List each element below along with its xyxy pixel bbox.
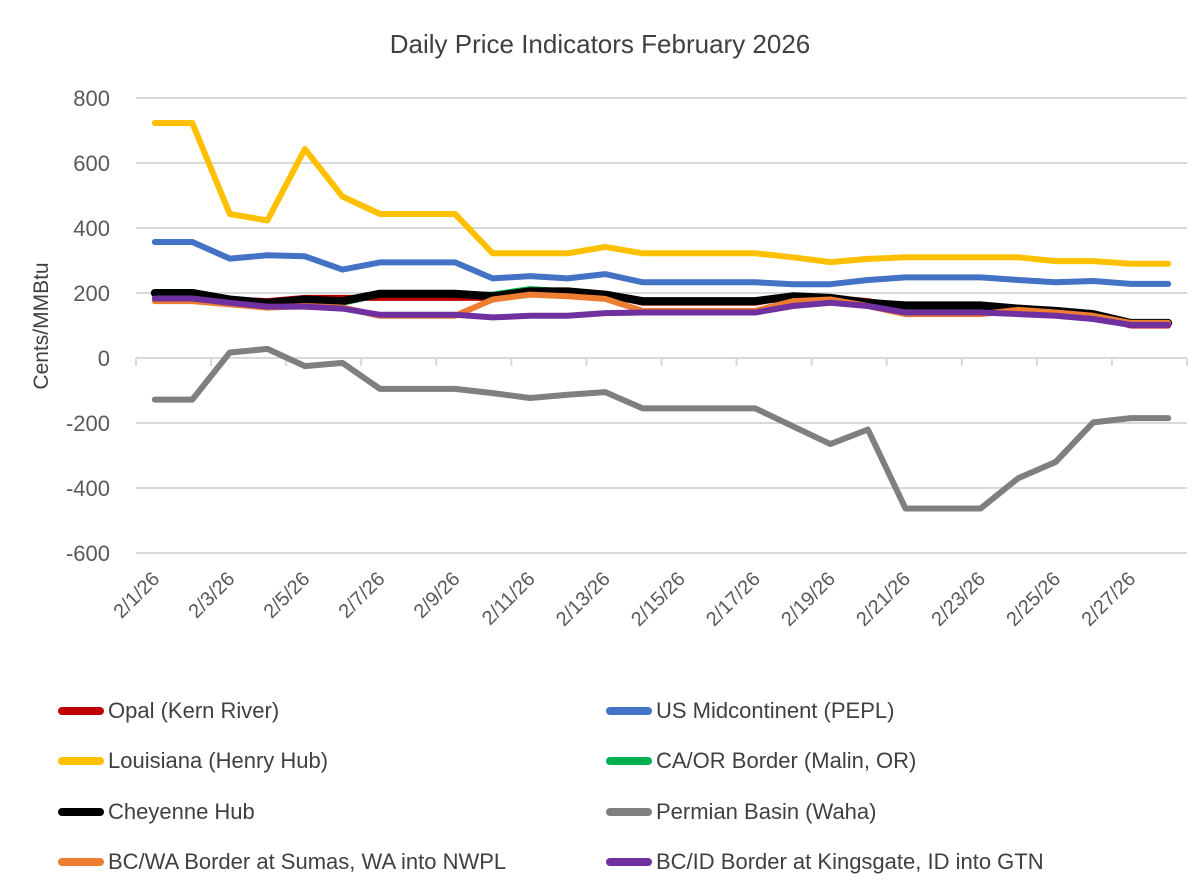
x-tick-label: 2/1/26 xyxy=(109,568,164,623)
legend-swatch-icon xyxy=(606,808,652,816)
legend-label: BC/WA Border at Sumas, WA into NWPL xyxy=(108,849,507,874)
x-tick-label: 2/5/26 xyxy=(260,568,315,623)
legend-item: BC/WA Border at Sumas, WA into NWPL xyxy=(58,847,506,877)
y-tick-label: 0 xyxy=(98,346,110,371)
x-tick-label: 2/25/26 xyxy=(1002,568,1065,631)
legend-item: Permian Basin (Waha) xyxy=(606,797,876,827)
x-axis xyxy=(135,357,1188,366)
y-tick-label: 400 xyxy=(73,216,110,241)
legend-item: CA/OR Border (Malin, OR) xyxy=(606,746,916,776)
x-axis-ticks: 2/1/26 2/3/26 2/5/26 2/7/26 2/9/26 2/11/26 2/1… xyxy=(109,568,1140,631)
x-tick-label: 2/3/26 xyxy=(184,568,239,623)
y-tick-label: -400 xyxy=(66,476,110,501)
series-line-bc-id-border-at-kingsgate-id-into-gtn xyxy=(151,295,1172,328)
y-tick-label: 200 xyxy=(73,281,110,306)
x-tick-label: 2/13/26 xyxy=(552,568,615,631)
series-line-us-midcontinent-pepl xyxy=(151,239,1172,288)
x-tick-label: 2/19/26 xyxy=(777,568,840,631)
series-line-permian-basin-waha xyxy=(151,345,1172,512)
line-chart: Daily Price Indicators February 2026 Cen… xyxy=(30,29,1188,631)
y-axis-ticks: 800 600 400 200 0 -200 -400 -600 xyxy=(66,86,110,566)
legend-item: BC/ID Border at Kingsgate, ID into GTN xyxy=(606,847,1044,877)
legend-swatch-icon xyxy=(58,707,104,715)
x-tick-label: 2/21/26 xyxy=(852,568,915,631)
legend-label: US Midcontinent (PEPL) xyxy=(656,698,895,723)
series-line-louisiana-henry-hub xyxy=(151,120,1172,267)
x-tick-label: 2/7/26 xyxy=(335,568,390,623)
gridlines xyxy=(136,97,1187,554)
legend-item: Louisiana (Henry Hub) xyxy=(58,746,328,776)
legend-label: Louisiana (Henry Hub) xyxy=(108,748,329,773)
legend-item: Opal (Kern River) xyxy=(58,696,279,726)
legend-label: CA/OR Border (Malin, OR) xyxy=(656,748,917,773)
legend-item: US Midcontinent (PEPL) xyxy=(606,696,894,726)
legend-swatch-icon xyxy=(606,858,652,866)
y-tick-label: -600 xyxy=(66,541,110,566)
legend-label: Cheyenne Hub xyxy=(108,799,255,824)
x-tick-label: 2/27/26 xyxy=(1077,568,1140,631)
legend-swatch-icon xyxy=(606,707,652,715)
legend-label: Permian Basin (Waha) xyxy=(656,799,877,824)
y-tick-label: 800 xyxy=(73,86,110,111)
x-tick-label: 2/15/26 xyxy=(627,568,690,631)
x-tick-label: 2/23/26 xyxy=(927,568,990,631)
legend-item: Cheyenne Hub xyxy=(58,797,255,827)
legend-label: Opal (Kern River) xyxy=(108,698,280,723)
legend-swatch-icon xyxy=(58,757,104,765)
legend-label: BC/ID Border at Kingsgate, ID into GTN xyxy=(656,849,1044,874)
x-tick-label: 2/9/26 xyxy=(410,568,465,623)
legend-swatch-icon xyxy=(58,858,104,866)
y-axis-label: Cents/MMBtu xyxy=(30,262,53,389)
chart-title: Daily Price Indicators February 2026 xyxy=(390,29,811,59)
x-tick-label: 2/17/26 xyxy=(702,568,765,631)
legend: Opal (Kern River) US Midcontinent (PEPL) L… xyxy=(0,680,1200,890)
x-tick-label: 2/11/26 xyxy=(478,568,540,630)
legend-swatch-icon xyxy=(606,757,652,765)
y-tick-label: 600 xyxy=(73,151,110,176)
legend-swatch-icon xyxy=(58,808,104,816)
series-line-cheyenne-hub xyxy=(150,287,1173,327)
y-tick-label: -200 xyxy=(66,411,110,436)
series-lines xyxy=(150,120,1173,512)
